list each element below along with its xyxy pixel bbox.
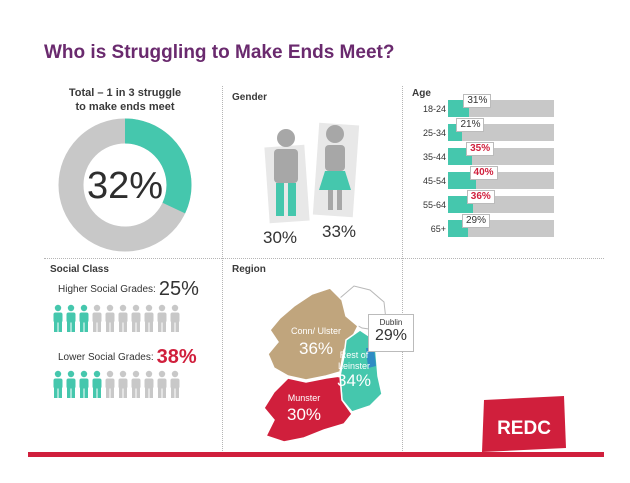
person-icon xyxy=(131,304,141,332)
dublin-value: 29% xyxy=(374,327,408,344)
person-icon xyxy=(92,370,102,398)
age-category-label: 65+ xyxy=(430,224,446,234)
age-bar xyxy=(448,196,473,213)
person-icon xyxy=(144,304,154,332)
person-icon xyxy=(53,304,63,332)
person-icon xyxy=(170,370,180,398)
age-category-label: 25-34 xyxy=(422,128,446,138)
age-category-label: 55-64 xyxy=(422,200,446,210)
total-heading-line2: to make ends meet xyxy=(75,101,175,113)
age-category-label: 35-44 xyxy=(422,152,446,162)
higher-social-grades-line: Higher Social Grades: 25% xyxy=(58,278,199,301)
age-value-label: 36% xyxy=(466,190,495,204)
gender-female-value: 33% xyxy=(322,222,357,241)
person-icon xyxy=(92,304,102,332)
person-icon xyxy=(79,304,89,332)
age-bar xyxy=(448,148,473,165)
person-icon xyxy=(118,370,128,398)
donut-slice-struggle xyxy=(58,118,192,252)
region-label: Region xyxy=(232,264,266,275)
redc-logo: REDC xyxy=(482,396,566,452)
age-value-label: 29% xyxy=(461,214,490,228)
dublin-region xyxy=(366,348,376,368)
age-category-label: 45-54 xyxy=(422,176,446,186)
person-icon xyxy=(105,304,115,332)
dublin-label: Dublin xyxy=(379,318,403,327)
total-heading: Total – 1 in 3 struggle to make ends mee… xyxy=(50,86,200,114)
munster-value: 30% xyxy=(286,405,322,424)
rest-of-leinster-value: 34% xyxy=(336,371,372,390)
higher-social-grades-value: 25% xyxy=(158,278,199,300)
person-icon xyxy=(105,370,115,398)
age-bar xyxy=(448,172,476,189)
lower-social-grades-line: Lower Social Grades: 38% xyxy=(58,346,197,369)
munster-label: Munster xyxy=(287,393,321,403)
person-icon xyxy=(144,370,154,398)
divider xyxy=(44,258,604,259)
male-figure-icon xyxy=(264,129,310,224)
person-icon xyxy=(170,304,180,332)
conn-ulster-region xyxy=(267,287,359,381)
munster-region xyxy=(263,375,353,443)
lower-social-grades-label: Lower Social Grades: xyxy=(58,352,154,363)
ireland-map xyxy=(263,285,387,443)
footer-bar xyxy=(28,452,604,457)
total-heading-line1: Total – 1 in 3 struggle xyxy=(68,87,182,99)
person-icon xyxy=(66,370,76,398)
total-donut-value: 32% xyxy=(87,165,163,207)
rest-of-leinster-label-line2: Leinster xyxy=(337,361,371,371)
rest-of-leinster-label-line1: Rest of xyxy=(339,350,369,360)
dublin-callout: Dublin 29% xyxy=(368,314,414,352)
person-icon xyxy=(79,370,89,398)
divider xyxy=(402,86,403,451)
person-icon xyxy=(118,304,128,332)
age-value-label: 31% xyxy=(463,94,492,108)
age-value-label: 35% xyxy=(466,142,495,156)
divider xyxy=(222,86,223,451)
total-donut-chart: 32% xyxy=(58,118,192,252)
age-label: Age xyxy=(412,88,431,99)
logo-red-flag xyxy=(482,396,566,452)
age-value-label: 40% xyxy=(469,166,498,180)
conn-ulster-value: 36% xyxy=(298,339,334,358)
age-value-label: 21% xyxy=(456,118,485,132)
female-figure-icon xyxy=(312,122,360,218)
age-category-label: 18-24 xyxy=(422,104,446,114)
page-title: Who is Struggling to Make Ends Meet? xyxy=(44,42,395,63)
conn-ulster-label: Conn/ Ulster xyxy=(290,326,342,336)
lower-social-grades-people-icons xyxy=(53,370,180,398)
person-icon xyxy=(157,370,167,398)
gender-figures xyxy=(264,122,360,224)
gender-label: Gender xyxy=(232,92,268,103)
person-icon xyxy=(131,370,141,398)
rest-of-leinster-label: Rest of Leinster xyxy=(334,350,374,372)
person-icon xyxy=(66,304,76,332)
higher-social-grades-people-icons xyxy=(53,304,180,332)
lower-social-grades-value: 38% xyxy=(156,346,197,368)
gender-male-value: 30% xyxy=(263,228,298,247)
social-class-label: Social Class xyxy=(50,264,109,275)
logo-text: REDC xyxy=(497,418,551,439)
person-icon xyxy=(157,304,167,332)
person-icon xyxy=(53,370,63,398)
higher-social-grades-label: Higher Social Grades: xyxy=(58,284,156,295)
